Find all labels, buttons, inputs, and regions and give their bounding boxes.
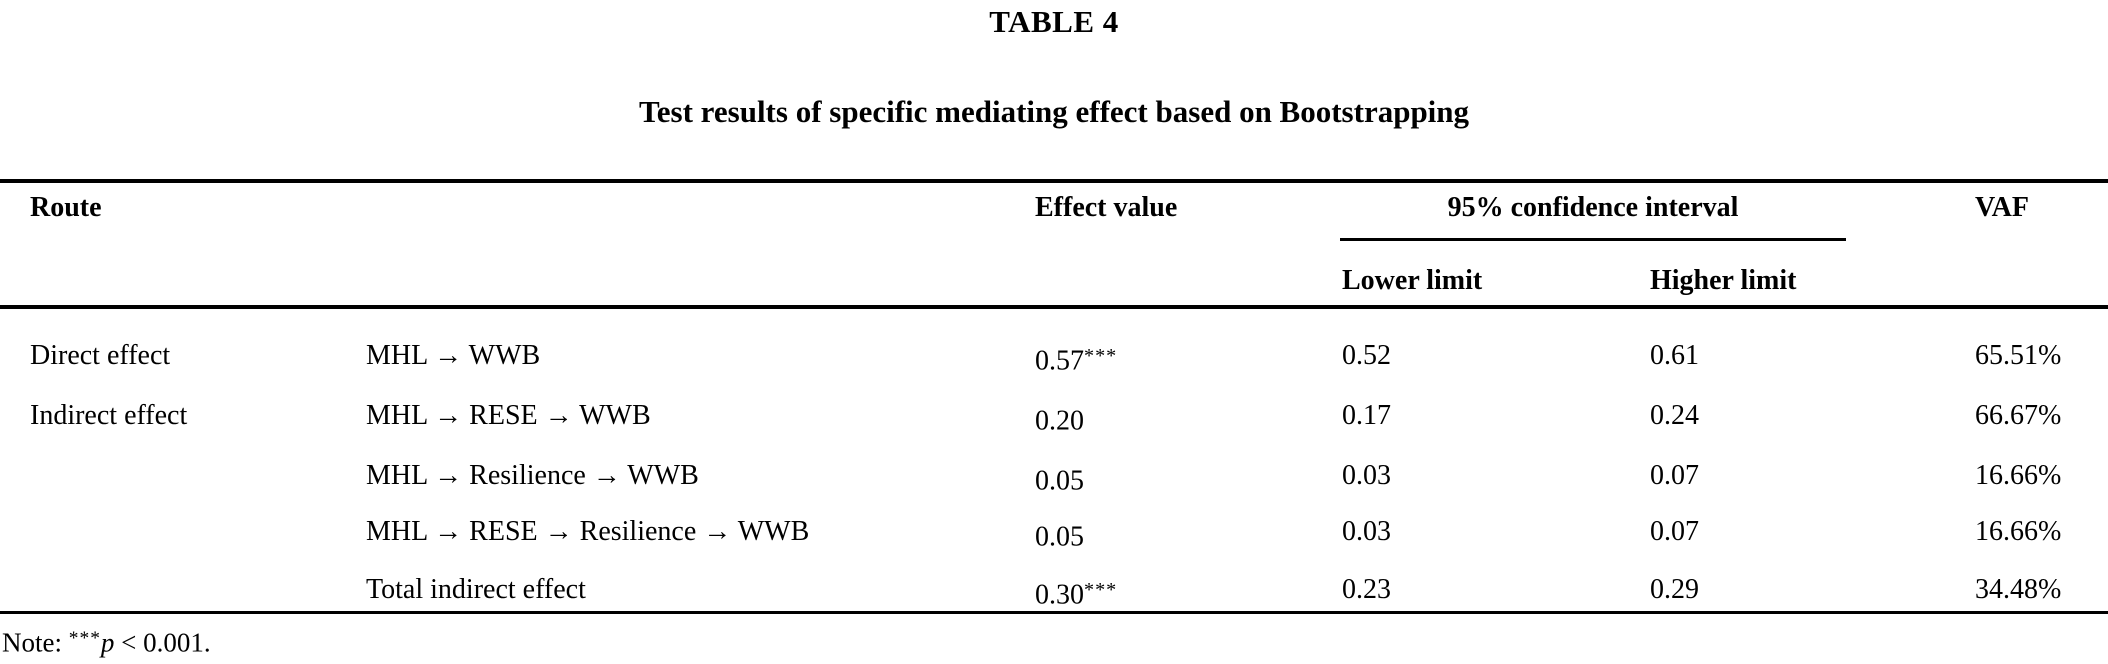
row-lower-limit: 0.17 [1342,400,1391,431]
header-confidence-interval: 95% confidence interval [1447,192,1739,223]
header-higher-limit: Higher limit [1650,265,1797,296]
header-lower-limit: Lower limit [1342,265,1483,296]
row-effect-value: 0.20 [1035,405,1084,437]
header-vaf: VAF [1975,192,2029,223]
row-route: MHL → Resilience → WWB [366,460,699,491]
header-effect-value: Effect value [1035,192,1178,223]
row-higher-limit: 0.07 [1650,460,1699,491]
row-effect-value: 0.57*** [1035,345,1118,377]
row-vaf: 16.66% [1975,516,2062,547]
row-effect-value: 0.05 [1035,465,1084,497]
table-footnote: Note: ***p < 0.001. [2,622,211,659]
row-higher-limit: 0.24 [1650,400,1699,431]
row-route: MHL → RESE → Resilience → WWB [366,516,810,547]
table-header-rule [0,305,2108,309]
row-lower-limit: 0.23 [1342,574,1391,605]
row-effect-value: 0.30*** [1035,579,1118,611]
row-route: MHL → WWB [366,340,541,371]
table-number-title: TABLE 4 [989,4,1119,39]
significance-stars: *** [68,628,101,649]
row-higher-limit: 0.29 [1650,574,1699,605]
row-route: Total indirect effect [366,574,586,605]
row-higher-limit: 0.61 [1650,340,1699,371]
row-higher-limit: 0.07 [1650,516,1699,547]
row-vaf: 34.48% [1975,574,2062,605]
row-effect-value: 0.05 [1035,521,1084,553]
footnote-p-symbol: p [100,627,115,658]
footnote-prefix: Note: [2,627,69,658]
row-category: Direct effect [30,340,171,371]
header-route: Route [30,192,102,223]
row-vaf: 16.66% [1975,460,2062,491]
table-caption: Test results of specific mediating effec… [638,94,1470,129]
footnote-threshold: < 0.001. [114,627,211,658]
row-category: Indirect effect [30,400,188,431]
row-vaf: 65.51% [1975,340,2062,371]
row-route: MHL → RESE → WWB [366,400,651,431]
row-lower-limit: 0.03 [1342,460,1391,491]
table-top-rule [0,179,2108,183]
row-vaf: 66.67% [1975,400,2062,431]
table-bottom-rule [0,611,2108,614]
row-lower-limit: 0.03 [1342,516,1391,547]
significance-stars: *** [1084,345,1118,367]
row-lower-limit: 0.52 [1342,340,1391,371]
confidence-interval-spanner-rule [1340,238,1846,241]
significance-stars: *** [1084,579,1118,601]
